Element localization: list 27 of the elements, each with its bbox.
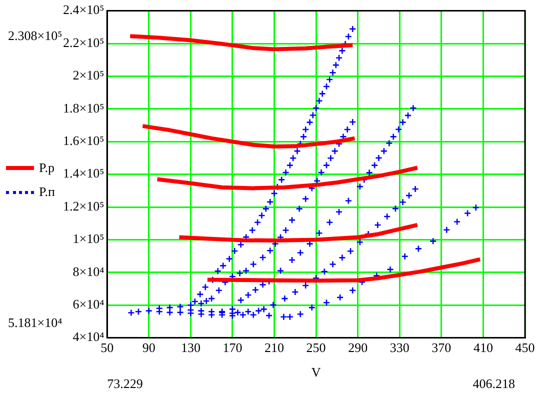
x-tick-label: 450 [515,340,535,356]
x-tick-label: 250 [306,340,326,356]
y-tick-label: 1.8×10⁵ [62,100,104,116]
text: 5.181×10⁴ [8,315,62,331]
x-tick-label: 330 [390,340,410,356]
y-tick-label: 6×10⁴ [72,296,105,312]
y-tick-label: 1.4×10⁵ [62,166,104,181]
y-tick-label: 8×10⁴ [72,264,105,279]
x-tick-label: 210 [264,340,284,356]
text: 2.308×10⁵ [8,28,62,44]
x-tick-label: 290 [348,340,368,356]
y-tick-label: 1.6×10⁵ [62,133,104,148]
x-tick-label: 410 [473,340,493,356]
x-axis-title: V [311,364,322,380]
x-tick-label: 130 [180,340,200,356]
text: 73.229 [107,376,143,392]
y-tick-label: 2×10⁵ [72,68,104,83]
y-tick-label: 2.2×10⁵ [62,34,104,50]
x-tick-label: 370 [432,340,452,356]
y-tick-label: 2.4×10⁵ [62,2,104,18]
text: 406.218 [472,376,515,392]
legend-label: P.п [39,184,55,200]
legend-label: P.р [39,160,55,176]
y-tick-label: 1.2×10⁵ [62,198,104,214]
x-tick-label: 90 [142,340,156,356]
x-tick-label: 170 [222,340,242,356]
y-tick-label: 1×10⁵ [72,231,104,246]
